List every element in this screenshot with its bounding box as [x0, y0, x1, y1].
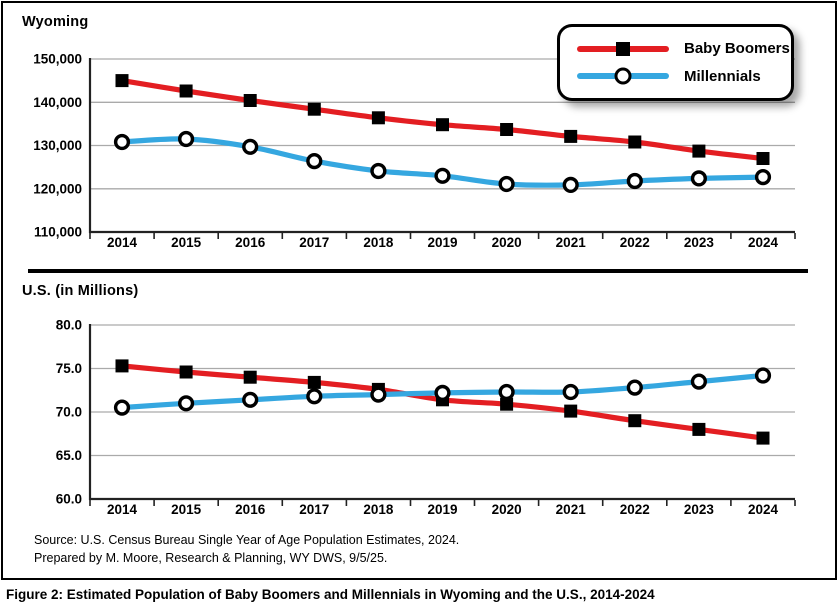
baby-boomers-square-marker	[371, 111, 385, 125]
millennials-circle-marker	[690, 170, 708, 187]
x-tick-label: 2020	[492, 235, 522, 250]
source-line-2: Prepared by M. Moore, Research & Plannin…	[34, 551, 388, 565]
divider-line	[28, 269, 808, 273]
legend-item-millennials: Millennials	[560, 67, 791, 85]
y-tick-label: 150,000	[33, 52, 82, 67]
figure-caption: Figure 2: Estimated Population of Baby B…	[6, 587, 655, 602]
baby-boomers-square-marker	[179, 84, 193, 98]
millennials-circle-marker	[306, 152, 323, 170]
y-tick-label: 120,000	[33, 181, 82, 196]
baby-boomers-square-marker	[564, 404, 578, 418]
legend-label-baby-boomers: Baby Boomers	[684, 40, 790, 58]
baby-boomers-square-marker	[115, 74, 129, 88]
millennials-circle-marker	[178, 395, 195, 412]
millennials-circle-marker	[754, 169, 772, 186]
x-tick-label: 2023	[684, 235, 715, 250]
us-line-chart: 60.0 65.0 70.0 75.0 80.0 2014 2015 2016 2017 2018…	[56, 318, 796, 517]
millennials-circle-marker	[434, 384, 451, 402]
millennials-circle-marker	[498, 175, 515, 193]
baby-boomers-square-marker	[243, 370, 257, 384]
x-tick-label: 2024	[748, 502, 779, 517]
millennials-circle-marker	[562, 383, 579, 401]
baby-boomers-square-marker	[628, 135, 642, 149]
millennials-circle-marker	[626, 172, 643, 190]
wyoming-chart-title: Wyoming	[22, 14, 89, 30]
x-tick-label: 2023	[684, 502, 715, 517]
millennials-circle-marker	[113, 399, 131, 416]
source-line-1: Source: U.S. Census Bureau Single Year o…	[34, 533, 460, 547]
baby-boomers-square-marker	[692, 144, 706, 158]
y-tick-label: 110,000	[34, 225, 82, 240]
baby-boomers-square-marker	[756, 431, 770, 445]
x-tick-label: 2015	[171, 502, 202, 517]
baby-boomers-square-marker	[307, 375, 321, 389]
x-tick-label: 2020	[492, 502, 522, 517]
millennials-circle-marker	[754, 367, 772, 384]
baby-boomers-square-marker	[756, 152, 770, 165]
x-tick-label: 2014	[107, 502, 138, 517]
wyoming-line-chart: 110,000 120,000 130,000 140,000 150,000 2014 2…	[33, 52, 796, 250]
baby-boomers-square-marker	[500, 123, 514, 136]
legend-label-millennials: Millennials	[684, 67, 761, 85]
baby-boomers-square-marker	[500, 397, 514, 411]
millennials-circle-marker	[626, 379, 643, 396]
x-tick-label: 2021	[556, 235, 587, 250]
x-tick-label: 2019	[427, 235, 457, 250]
baby-boomers-square-marker	[692, 422, 706, 436]
baby-boomers-line-swatch	[577, 41, 669, 56]
millennials-circle-marker	[370, 162, 387, 180]
legend-item-baby-boomers: Baby Boomers	[560, 40, 791, 57]
x-tick-label: 2018	[363, 502, 394, 517]
millennials-circle-marker	[113, 133, 131, 151]
open-circle-marker-icon	[614, 67, 632, 85]
millennials-circle-marker	[242, 138, 259, 155]
millennials-circle-marker	[242, 391, 259, 408]
millennials-circle-marker	[370, 386, 387, 403]
millennials-line-swatch	[577, 67, 669, 85]
millennials-circle-marker	[178, 130, 195, 148]
x-tick-label: 2024	[748, 235, 779, 250]
us-chart-title: U.S. (in Millions)	[22, 283, 139, 299]
x-tick-label: 2016	[235, 235, 266, 250]
y-tick-label: 65.0	[56, 448, 82, 463]
millennials-circle-marker	[434, 167, 451, 184]
millennials-circle-marker	[498, 383, 515, 401]
y-tick-label: 80.0	[56, 318, 82, 333]
baby-boomers-square-marker	[179, 365, 193, 379]
x-tick-label: 2015	[171, 235, 202, 250]
baby-boomers-square-marker	[115, 359, 129, 373]
x-tick-label: 2022	[620, 235, 650, 250]
x-tick-label: 2016	[235, 502, 266, 517]
millennials-circle-marker	[690, 373, 708, 390]
x-tick-label: 2017	[299, 502, 329, 517]
y-tick-label: 140,000	[33, 95, 82, 110]
filled-square-marker-icon	[616, 41, 630, 56]
x-tick-label: 2021	[556, 502, 587, 517]
baby-boomers-square-marker	[243, 94, 257, 107]
baby-boomers-square-marker	[307, 102, 321, 116]
x-tick-label: 2017	[299, 235, 329, 250]
x-tick-label: 2018	[363, 235, 394, 250]
millennials-circle-marker	[306, 388, 323, 405]
y-tick-label: 130,000	[33, 138, 82, 153]
y-tick-label: 60.0	[56, 492, 82, 507]
x-tick-label: 2014	[107, 235, 138, 250]
millennials-circle-marker	[562, 176, 579, 194]
baby-boomers-square-marker	[436, 118, 449, 132]
y-tick-label: 70.0	[56, 405, 82, 420]
y-tick-label: 75.0	[56, 361, 82, 376]
x-tick-label: 2019	[427, 502, 457, 517]
baby-boomers-square-marker	[628, 414, 642, 428]
legend: Baby Boomers Millennials	[557, 24, 794, 101]
x-tick-label: 2022	[620, 502, 650, 517]
baby-boomers-square-marker	[564, 129, 578, 143]
source-note: Source: U.S. Census Bureau Single Year o…	[34, 531, 459, 567]
